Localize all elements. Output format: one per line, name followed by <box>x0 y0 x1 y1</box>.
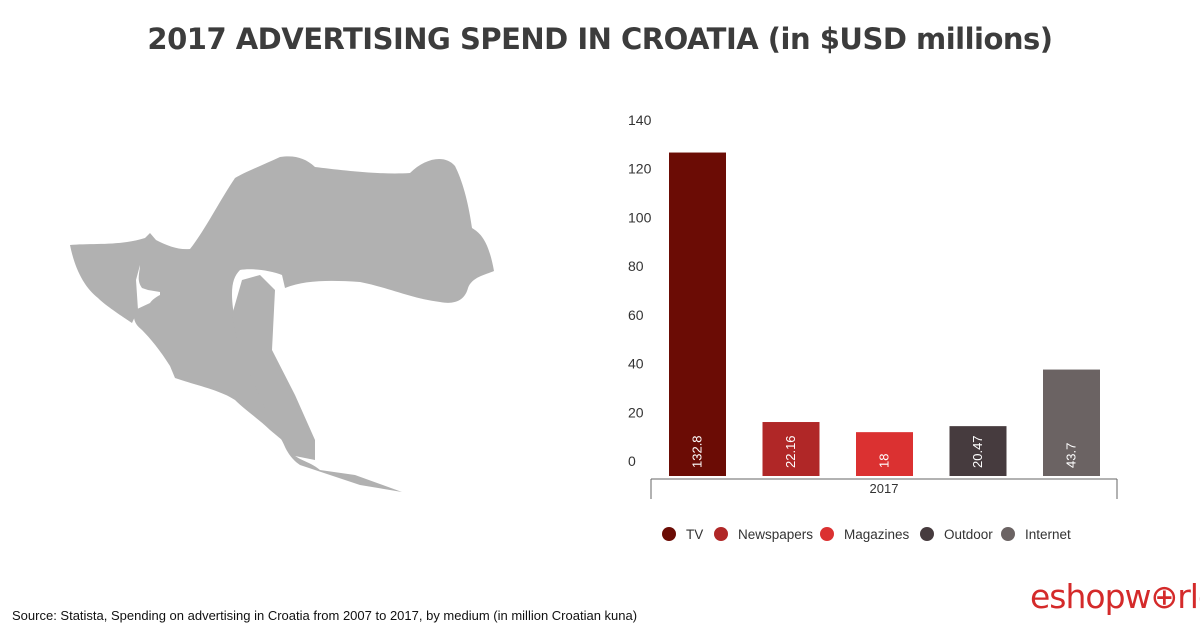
croatia-map <box>70 156 494 492</box>
logo-text-prefix: eshopw <box>1030 577 1152 616</box>
y-tick-label: 0 <box>628 453 636 469</box>
legend-marker-outdoor <box>920 527 934 541</box>
croatia-silhouette <box>70 156 494 492</box>
legend-label: Outdoor <box>944 527 993 542</box>
eshopworld-logo: eshopw⊕rld <box>1030 577 1200 616</box>
legend-label: TV <box>686 527 703 542</box>
y-tick-label: 60 <box>628 307 644 323</box>
bar-value-label: 43.7 <box>1064 443 1079 468</box>
source-note: Source: Statista, Spending on advertisin… <box>12 608 638 623</box>
bar-value-label: 18 <box>877 454 892 468</box>
y-axis: 0 20 40 60 80 100 120 140 <box>628 112 652 469</box>
legend: TV Newspapers Magazines Outdoor Internet <box>662 527 1071 542</box>
y-tick-label: 140 <box>628 112 652 128</box>
bar-newspapers <box>762 422 820 476</box>
legend-marker-internet <box>1001 527 1015 541</box>
y-tick-label: 120 <box>628 161 652 177</box>
globe-icon: ⊕ <box>1150 577 1179 616</box>
chart-title: 2017 ADVERTISING SPEND IN CROATIA (in $U… <box>147 22 1053 56</box>
bar-chart: 0 20 40 60 80 100 120 140 132.8 22.16 18 20.47 43.7… <box>628 112 1118 542</box>
legend-marker-newspapers <box>714 527 728 541</box>
legend-label: Newspapers <box>738 527 813 542</box>
bar-value-label: 20.47 <box>970 435 985 468</box>
y-tick-label: 100 <box>628 209 652 225</box>
bar-outdoor <box>949 426 1007 476</box>
logo-text-suffix: rld <box>1177 577 1200 616</box>
legend-label: Internet <box>1025 527 1071 542</box>
bar-internet <box>1043 369 1100 476</box>
legend-marker-magazines <box>820 527 834 541</box>
bar-value-label: 132.8 <box>690 435 705 468</box>
croatia-dalmatia-coast <box>232 275 315 460</box>
legend-marker-tv <box>662 527 676 541</box>
bars: 132.8 22.16 18 20.47 43.7 <box>669 152 1100 476</box>
legend-label: Magazines <box>844 527 910 542</box>
bar-tv <box>669 152 726 476</box>
bar-value-label: 22.16 <box>783 435 798 468</box>
x-category-label: 2017 <box>870 481 899 496</box>
y-tick-label: 20 <box>628 404 644 420</box>
bar-magazines <box>856 432 913 476</box>
y-tick-label: 80 <box>628 258 644 274</box>
y-tick-label: 40 <box>628 356 644 372</box>
